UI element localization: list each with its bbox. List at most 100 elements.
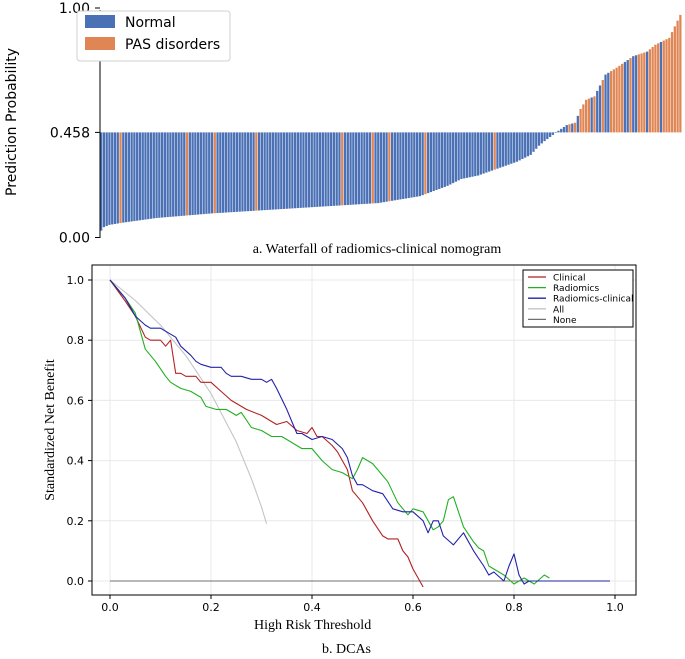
- waterfall-bar: [122, 132, 125, 223]
- waterfall-bar: [266, 132, 269, 210]
- waterfall-bar: [446, 132, 449, 186]
- dca-y-tick-label: 1.0: [67, 274, 85, 287]
- waterfall-bar: [424, 132, 427, 195]
- waterfall-bar: [260, 132, 264, 211]
- waterfall-bar: [554, 132, 557, 133]
- waterfall-bar: [332, 132, 336, 206]
- waterfall-bar: [183, 132, 186, 216]
- waterfall-bar: [277, 132, 280, 210]
- waterfall-bar: [263, 132, 266, 211]
- waterfall-bar: [374, 132, 377, 204]
- waterfall-bar: [174, 132, 178, 217]
- waterfall-bar: [607, 72, 610, 133]
- waterfall-bar: [324, 132, 327, 207]
- waterfall-bar: [349, 132, 352, 205]
- waterfall-bar: [127, 132, 130, 222]
- waterfall-bar: [169, 132, 172, 217]
- waterfall-bar: [338, 132, 341, 206]
- waterfall-bar: [152, 132, 155, 219]
- waterfall-bar: [648, 49, 652, 133]
- waterfall-bar: [318, 132, 322, 207]
- waterfall-bar: [427, 132, 430, 194]
- dca-x-tick-label: 1.0: [606, 601, 624, 614]
- waterfall-bar: [108, 132, 111, 225]
- waterfall-bar: [618, 65, 621, 133]
- dca-legend-entries: ClinicalRadiomicsRadiomics-clinicalAllNo…: [528, 274, 634, 326]
- dca-x-tick-label: 0.8: [505, 601, 523, 614]
- waterfall-bar: [548, 132, 552, 137]
- waterfall-bar: [632, 56, 635, 133]
- waterfall-bar: [357, 132, 361, 205]
- waterfall-bar: [172, 132, 175, 217]
- dca-line-all: [109, 279, 268, 524]
- waterfall-bar: [310, 132, 313, 208]
- waterfall-bar: [637, 54, 640, 133]
- waterfall-bar: [471, 132, 474, 177]
- dca-panel: 0.0 0.2 0.4 0.6 0.8 1.0 0.0 0.2 0.4 0.6 0.8 1.0 Hig…: [43, 264, 637, 657]
- waterfall-bar: [679, 14, 682, 133]
- waterfall-bar: [476, 132, 480, 176]
- waterfall-bar: [246, 132, 250, 212]
- waterfall-bar: [105, 132, 108, 227]
- waterfall-bar: [657, 43, 660, 133]
- waterfall-bar: [526, 132, 530, 157]
- legend-label-pas: PAS disorders: [125, 37, 220, 53]
- waterfall-bar: [238, 132, 241, 212]
- waterfall-bars: [100, 14, 682, 231]
- waterfall-bar: [629, 58, 632, 133]
- waterfall-bar: [673, 26, 676, 133]
- waterfall-bar: [354, 132, 358, 205]
- waterfall-bar: [568, 124, 571, 133]
- dca-legend: ClinicalRadiomicsRadiomics-clinicalAllNo…: [522, 269, 634, 328]
- waterfall-bar: [432, 132, 435, 192]
- waterfall-bar: [282, 132, 286, 209]
- waterfall-bar: [360, 132, 363, 205]
- waterfall-bar: [609, 71, 613, 133]
- waterfall-bar: [402, 132, 405, 199]
- waterfall-bar: [665, 39, 668, 133]
- waterfall-bar: [382, 132, 385, 203]
- waterfall-bar: [335, 132, 338, 206]
- dca-x-label: High Risk Threshold: [254, 618, 371, 633]
- dca-legend-label-clinical: Clinical: [553, 274, 585, 284]
- waterfall-bar: [640, 53, 643, 133]
- waterfall-bar: [604, 74, 607, 133]
- waterfall-bar: [343, 132, 347, 206]
- waterfall-bar: [512, 132, 516, 163]
- waterfall-bar: [188, 132, 191, 216]
- waterfall-bar: [177, 132, 180, 217]
- waterfall-bar: [269, 132, 272, 210]
- dca-line-radiomics-clinical: [109, 279, 610, 585]
- waterfall-bar: [130, 132, 133, 222]
- waterfall-bar: [252, 132, 255, 211]
- waterfall-bar: [443, 132, 446, 187]
- waterfall-bar: [582, 104, 585, 133]
- waterfall-bar: [160, 132, 164, 218]
- waterfall-bar: [321, 132, 324, 207]
- waterfall-bar: [468, 132, 471, 178]
- waterfall-bar: [227, 132, 230, 213]
- waterfall-bar: [316, 132, 319, 207]
- waterfall-bar: [413, 132, 416, 198]
- waterfall-bar: [435, 132, 438, 190]
- dca-y-tick-label: 0.8: [67, 334, 85, 347]
- waterfall-bar: [221, 132, 225, 213]
- waterfall-bar: [111, 132, 114, 225]
- waterfall-bar: [601, 80, 604, 133]
- waterfall-bar: [379, 132, 383, 203]
- waterfall-bar: [197, 132, 200, 215]
- waterfall-bar: [449, 132, 452, 185]
- waterfall-bar: [202, 132, 205, 215]
- waterfall-bar: [421, 132, 424, 196]
- waterfall-bar: [612, 69, 615, 133]
- waterfall-bar: [235, 132, 239, 212]
- waterfall-bar: [346, 132, 349, 205]
- waterfall-bar: [391, 132, 394, 201]
- waterfall-bar: [219, 132, 222, 213]
- waterfall-bar: [659, 41, 663, 133]
- waterfall-bar: [257, 132, 261, 211]
- waterfall-bar: [233, 132, 236, 213]
- waterfall-bar: [102, 132, 106, 228]
- dca-legend-label-none: None: [553, 316, 577, 326]
- waterfall-bar: [440, 132, 444, 188]
